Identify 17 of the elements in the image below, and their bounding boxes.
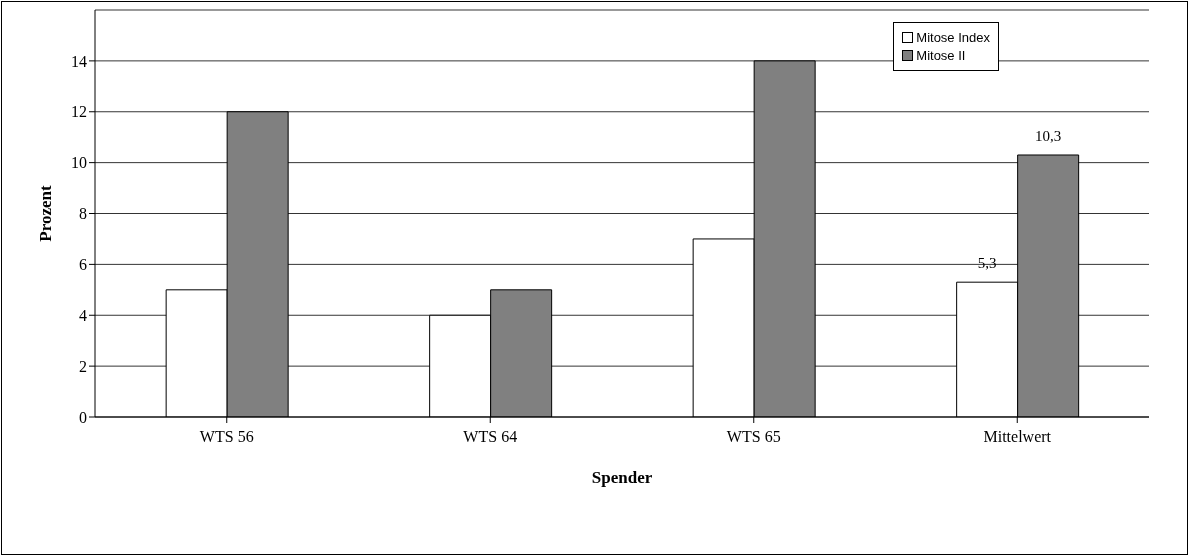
x-tick-label: WTS 64: [463, 428, 518, 446]
x-tick-label: WTS 65: [726, 428, 781, 446]
x-tick-label: WTS 56: [199, 428, 254, 446]
y-tick-label: 2: [79, 357, 87, 375]
x-tick-label: Mittelwert: [983, 428, 1052, 446]
data-label: 10,3: [1035, 127, 1062, 144]
x-axis-title: Spender: [591, 468, 653, 487]
legend-label: Mitose Index: [916, 30, 990, 45]
y-tick-label: 6: [79, 256, 87, 274]
y-tick-label: 4: [79, 306, 87, 324]
y-tick-label: 14: [71, 52, 87, 70]
y-tick-label: 12: [71, 103, 87, 121]
y-axis-title: Prozent: [36, 185, 56, 242]
y-tick-label: 8: [79, 205, 87, 223]
y-tick-label: 0: [79, 408, 87, 426]
legend-label: Mitose II: [916, 48, 966, 63]
y-tick-label: 10: [71, 154, 87, 172]
